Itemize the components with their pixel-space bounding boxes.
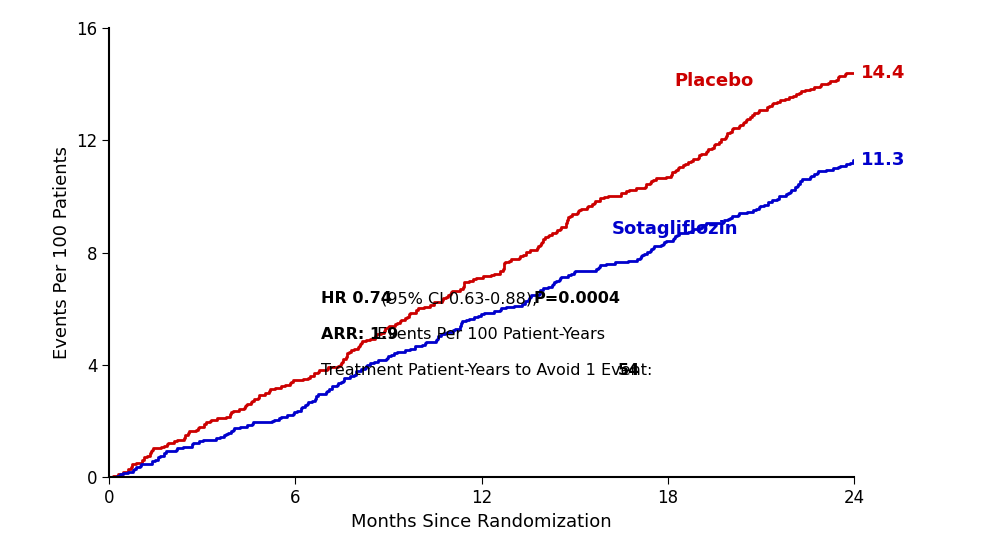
Text: Placebo: Placebo (674, 72, 754, 89)
Text: 14.4: 14.4 (861, 64, 906, 82)
Text: Treatment Patient-Years to Avoid 1 Event:: Treatment Patient-Years to Avoid 1 Event… (322, 364, 658, 379)
Text: 54: 54 (618, 364, 640, 379)
X-axis label: Months Since Randomization: Months Since Randomization (352, 513, 612, 531)
Text: Sotagliflozin: Sotagliflozin (612, 220, 739, 239)
Text: Events Per 100 Patient-Years: Events Per 100 Patient-Years (372, 327, 605, 342)
Text: 11.3: 11.3 (861, 151, 906, 169)
Text: (95% CI 0.63-0.88),: (95% CI 0.63-0.88), (375, 291, 542, 306)
Text: P=0.0004: P=0.0004 (534, 291, 621, 306)
Text: ARR: 1.9: ARR: 1.9 (322, 327, 399, 342)
Text: HR 0.74: HR 0.74 (322, 291, 392, 306)
Y-axis label: Events Per 100 Patients: Events Per 100 Patients (53, 146, 71, 359)
